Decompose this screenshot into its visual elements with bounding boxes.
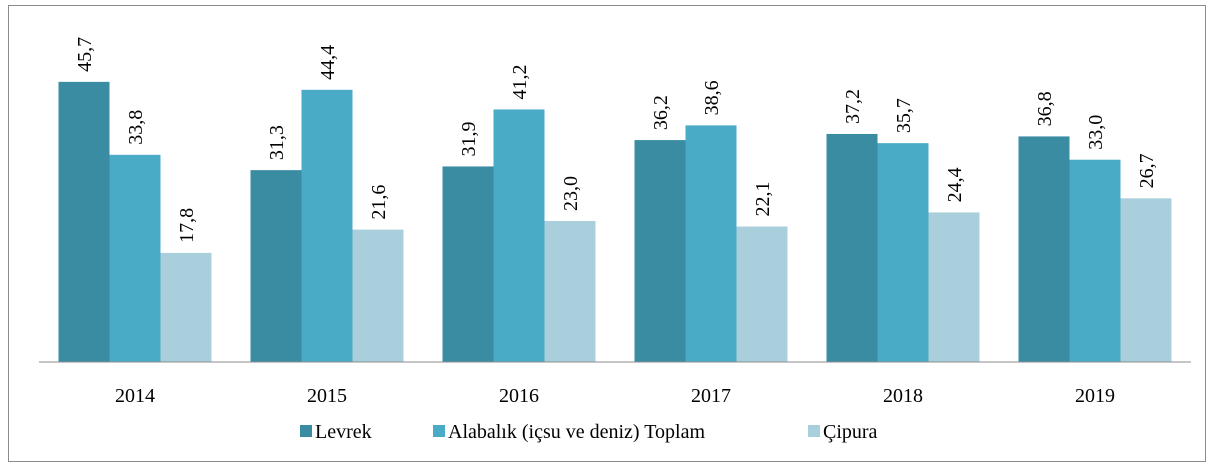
value-label: 33,8 — [125, 110, 147, 145]
bar — [877, 143, 929, 362]
legend-label: Alabalık (içsu ve deniz) Toplam — [448, 421, 705, 443]
legend-swatch — [808, 425, 820, 437]
x-tick-label: 2018 — [883, 385, 923, 407]
value-label: 37,2 — [842, 89, 864, 124]
value-label: 33,0 — [1085, 115, 1107, 150]
x-tick-label: 2016 — [499, 385, 539, 407]
bar — [250, 170, 302, 362]
bar — [58, 81, 110, 362]
chart-frame — [8, 5, 1206, 462]
value-label: 24,4 — [944, 167, 966, 202]
x-tick-label: 2014 — [115, 385, 155, 407]
bar — [1018, 136, 1070, 362]
value-label: 31,3 — [266, 125, 288, 160]
value-label: 21,6 — [368, 185, 390, 220]
bar — [736, 226, 788, 362]
x-tick-label: 2017 — [691, 385, 731, 407]
bar — [352, 229, 404, 362]
bar — [928, 212, 980, 362]
legend-label: Çipura — [823, 421, 878, 443]
value-label: 31,9 — [458, 121, 480, 156]
value-label: 38,6 — [701, 80, 723, 115]
value-label: 22,1 — [752, 182, 774, 217]
bar — [634, 140, 686, 362]
legend-swatch — [300, 425, 312, 437]
x-tick-label: 2019 — [1075, 385, 1115, 407]
value-label: 45,7 — [74, 37, 96, 72]
bar — [160, 252, 212, 362]
bar — [1069, 159, 1121, 362]
value-label: 44,4 — [317, 45, 339, 80]
value-label: 36,8 — [1034, 91, 1056, 126]
value-label: 17,8 — [176, 208, 198, 243]
value-label: 36,2 — [650, 95, 672, 130]
bar — [544, 221, 596, 362]
x-tick-label: 2015 — [307, 385, 347, 407]
bar — [826, 133, 878, 362]
value-label: 23,0 — [560, 176, 582, 211]
legend-swatch — [433, 425, 445, 437]
bar — [442, 166, 494, 362]
bar — [685, 125, 737, 362]
value-label: 35,7 — [893, 98, 915, 133]
bar — [109, 154, 161, 362]
bar — [493, 109, 545, 362]
value-label: 41,2 — [509, 64, 531, 99]
legend-label: Levrek — [315, 421, 372, 443]
bar — [1120, 198, 1172, 362]
bar — [301, 89, 353, 362]
value-label: 26,7 — [1136, 153, 1158, 188]
